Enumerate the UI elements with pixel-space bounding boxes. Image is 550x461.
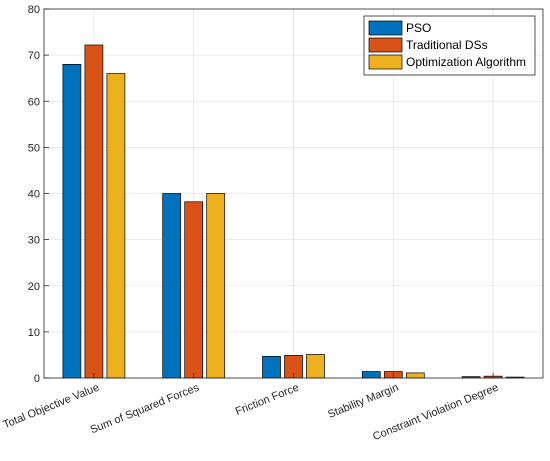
legend-swatch (368, 54, 403, 70)
legend-label: PSO (406, 21, 431, 35)
bar-traditional-dss-0 (84, 44, 104, 379)
legend-label: Optimization Algorithm (406, 55, 526, 69)
x-tick-label: Total Objective Value (1, 382, 101, 432)
bar-pso-0 (62, 63, 82, 379)
bar-optimization-algorithm-0 (106, 73, 126, 379)
y-tick-label: 10 (28, 327, 40, 339)
x-tick-label: Stability Margin (326, 382, 400, 421)
y-tick-label: 40 (28, 189, 40, 201)
y-tick-label: 70 (28, 50, 40, 62)
y-tick-label: 0 (34, 373, 40, 385)
y-tick-label: 50 (28, 142, 40, 154)
legend-swatch (368, 20, 403, 36)
bar-optimization-algorithm-2 (306, 354, 325, 379)
x-tick-label: Sum of Squared Forces (89, 381, 202, 436)
y-axis: 0 10 20 30 40 50 60 70 80 (28, 4, 49, 385)
bar-pso-3 (361, 371, 381, 379)
y-tick-label: 60 (28, 96, 40, 108)
bar-pso-2 (262, 355, 281, 379)
y-tick-label: 20 (28, 281, 40, 293)
y-tick-label: 30 (28, 235, 40, 247)
legend-label: Traditional DSs (406, 38, 488, 52)
y-tick-label: 80 (28, 4, 40, 16)
bar-optimization-algorithm-3 (405, 372, 425, 379)
bar-pso-1 (162, 193, 182, 379)
legend: PSO Traditional DSs Optimization Algorithm (363, 15, 536, 76)
legend-swatch (368, 37, 403, 53)
bar-traditional-dss-1 (184, 201, 204, 379)
bar-optimization-algorithm-1 (206, 193, 226, 379)
x-tick-label: Friction Force (234, 382, 301, 418)
